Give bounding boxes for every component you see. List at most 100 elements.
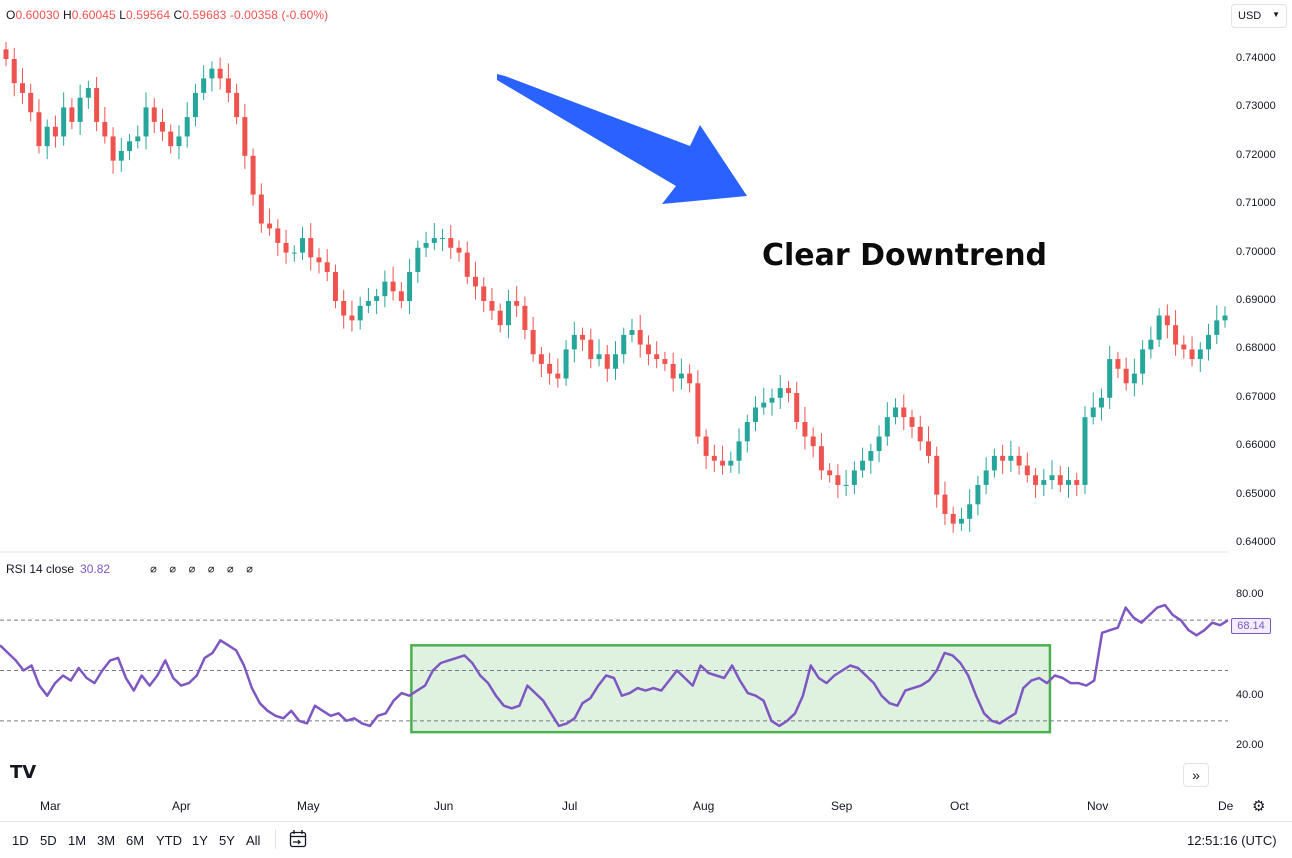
- timeframe-button-5y[interactable]: 5Y: [219, 833, 235, 848]
- candle-body: [291, 252, 297, 254]
- candle-body: [744, 422, 750, 442]
- candle-body: [868, 451, 874, 461]
- candle-body: [192, 92, 198, 118]
- rsi-last-value-tag: 68.14: [1231, 618, 1271, 634]
- candle-body: [843, 484, 849, 486]
- candle-body: [753, 407, 759, 422]
- candle-body: [901, 407, 907, 418]
- candle-body: [687, 373, 693, 384]
- candle-body: [1222, 315, 1228, 321]
- candle-body: [777, 388, 783, 398]
- toolbar-divider: [275, 829, 276, 849]
- candle-body: [505, 301, 511, 326]
- candle-body: [258, 194, 264, 224]
- candle-body: [769, 397, 775, 403]
- candle-body: [1164, 315, 1170, 326]
- timeframe-button-5d[interactable]: 5D: [40, 833, 57, 848]
- candle-body: [530, 330, 536, 355]
- candle-body: [11, 59, 17, 84]
- price-tick-label: 0.65000: [1236, 487, 1276, 500]
- candle-body: [835, 475, 841, 485]
- rsi-tick-label: 40.00: [1236, 688, 1264, 701]
- timeframe-button-1y[interactable]: 1Y: [192, 833, 208, 848]
- candle-body: [588, 339, 594, 360]
- timeframe-button-6m[interactable]: 6M: [126, 833, 145, 848]
- candle-body: [110, 136, 116, 161]
- candle-body: [925, 441, 931, 456]
- chevron-down-icon: ▼: [1272, 10, 1280, 19]
- candle-body: [118, 150, 124, 161]
- candle-body: [431, 238, 437, 243]
- candle-body: [942, 494, 948, 514]
- candle-body: [1181, 344, 1187, 350]
- candle-body: [456, 247, 462, 253]
- candle-body: [571, 334, 577, 350]
- candle-body: [316, 257, 322, 263]
- candle-body: [332, 271, 338, 301]
- downtrend-arrow-icon: [497, 74, 747, 204]
- gear-icon[interactable]: ⚙: [1252, 798, 1266, 815]
- timeframe-button-1m[interactable]: 1M: [68, 833, 87, 848]
- timeframe-button-1d[interactable]: 1D: [12, 833, 29, 848]
- candle-body: [678, 373, 684, 379]
- candle-body: [802, 422, 808, 437]
- candle-body: [61, 107, 67, 137]
- candle-body: [580, 334, 586, 340]
- candle-body: [365, 301, 371, 306]
- ohlc-legend: O0.60030 H0.60045 L0.59564 C0.59683 -0.0…: [6, 8, 328, 22]
- candle-body: [3, 49, 9, 59]
- candle-body: [234, 92, 240, 118]
- candle-body: [728, 460, 734, 466]
- candle-body: [621, 334, 627, 355]
- price-tick-label: 0.74000: [1236, 52, 1276, 64]
- timeframe-button-ytd[interactable]: YTD: [156, 833, 182, 848]
- candle-body: [810, 436, 816, 447]
- candle-body: [917, 426, 923, 442]
- currency-selector[interactable]: USD ▼: [1231, 4, 1287, 28]
- candle-body: [893, 407, 899, 418]
- rsi-value: 30.82: [80, 562, 111, 576]
- candle-body: [991, 455, 997, 471]
- timeframe-button-all[interactable]: All: [246, 833, 261, 848]
- candle-body: [489, 301, 495, 311]
- rsi-pane: [0, 603, 1229, 734]
- candle-body: [555, 373, 561, 379]
- price-tick-label: 0.71000: [1236, 197, 1276, 210]
- candle-body: [1189, 349, 1195, 360]
- candle-body: [308, 238, 314, 258]
- change-value: -0.00358 (-0.60%): [229, 8, 329, 22]
- candle-body: [1082, 417, 1088, 485]
- candle-body: [267, 223, 273, 229]
- candle-body: [967, 504, 973, 519]
- month-tick-label: Oct: [950, 799, 969, 813]
- candle-body: [184, 117, 190, 137]
- candle-body: [613, 354, 618, 369]
- price-tick-label: 0.70000: [1236, 245, 1276, 258]
- rsi-na-values: ∅ ∅ ∅ ∅ ∅ ∅: [150, 563, 256, 576]
- candle-body: [481, 286, 487, 301]
- tradingview-logo[interactable]: TV: [10, 762, 37, 783]
- candle-body: [398, 291, 404, 301]
- scroll-to-realtime-button[interactable]: »: [1183, 763, 1209, 787]
- price-tick-label: 0.68000: [1236, 342, 1276, 355]
- low-label: L: [119, 8, 127, 22]
- candle-body: [283, 242, 289, 253]
- month-tick-label: De: [1218, 799, 1234, 813]
- month-tick-label: Apr: [172, 799, 191, 813]
- rsi-line: [0, 603, 1229, 728]
- candle-body: [472, 276, 478, 287]
- candle-body: [341, 301, 347, 316]
- candle-body: [662, 359, 668, 364]
- candle-body: [720, 460, 726, 466]
- timeframe-button-3m[interactable]: 3M: [97, 833, 116, 848]
- candle-body: [1148, 339, 1154, 350]
- candle-body: [1049, 475, 1055, 481]
- candle-body: [703, 436, 709, 456]
- candle-body: [563, 349, 569, 379]
- calendar-range-icon[interactable]: [289, 829, 307, 849]
- candle-body: [415, 247, 421, 272]
- utc-clock[interactable]: 12:51:16 (UTC): [1187, 833, 1277, 848]
- candle-body: [909, 417, 915, 427]
- candle-body: [1131, 373, 1137, 384]
